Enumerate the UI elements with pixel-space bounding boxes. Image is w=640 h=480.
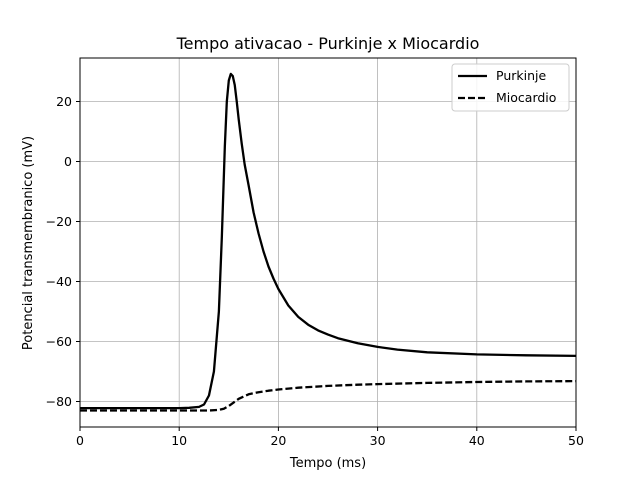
x-tick-label-0: 0 bbox=[76, 433, 84, 448]
series-line-purkinje bbox=[80, 72, 576, 410]
axes-layer bbox=[79, 57, 577, 428]
tick-layer: 0 10 20 30 40 50 −80 −60 −40 −20 0 20 bbox=[46, 94, 584, 448]
x-tick-label-3: 30 bbox=[370, 433, 386, 448]
y-tick-label-1: −60 bbox=[46, 334, 72, 349]
y-axis-label: Potencial transmembranico (mV) bbox=[21, 136, 36, 350]
x-tick-label-2: 20 bbox=[270, 433, 286, 448]
y-tick-label-4: 0 bbox=[64, 154, 72, 169]
y-tick-label-0: −80 bbox=[46, 394, 72, 409]
chart-title: Tempo ativacao - Purkinje x Miocardio bbox=[176, 34, 480, 53]
y-tick-label-3: −20 bbox=[46, 214, 72, 229]
y-tick-label-2: −40 bbox=[46, 274, 72, 289]
legend-label-miocardio: Miocardio bbox=[496, 90, 556, 105]
x-axis-label: Tempo (ms) bbox=[289, 456, 366, 471]
legend: Purkinje Miocardio bbox=[451, 63, 570, 112]
grid-layer bbox=[79, 58, 577, 427]
y-tick-label-5: 20 bbox=[56, 94, 72, 109]
x-tick-label-5: 50 bbox=[568, 433, 584, 448]
x-tick-label-1: 10 bbox=[171, 433, 187, 448]
x-tick-label-4: 40 bbox=[469, 433, 485, 448]
plot-frame bbox=[79, 57, 577, 428]
series-layer bbox=[80, 72, 576, 412]
series-line-miocardio bbox=[80, 379, 576, 412]
legend-label-purkinje: Purkinje bbox=[496, 68, 546, 83]
